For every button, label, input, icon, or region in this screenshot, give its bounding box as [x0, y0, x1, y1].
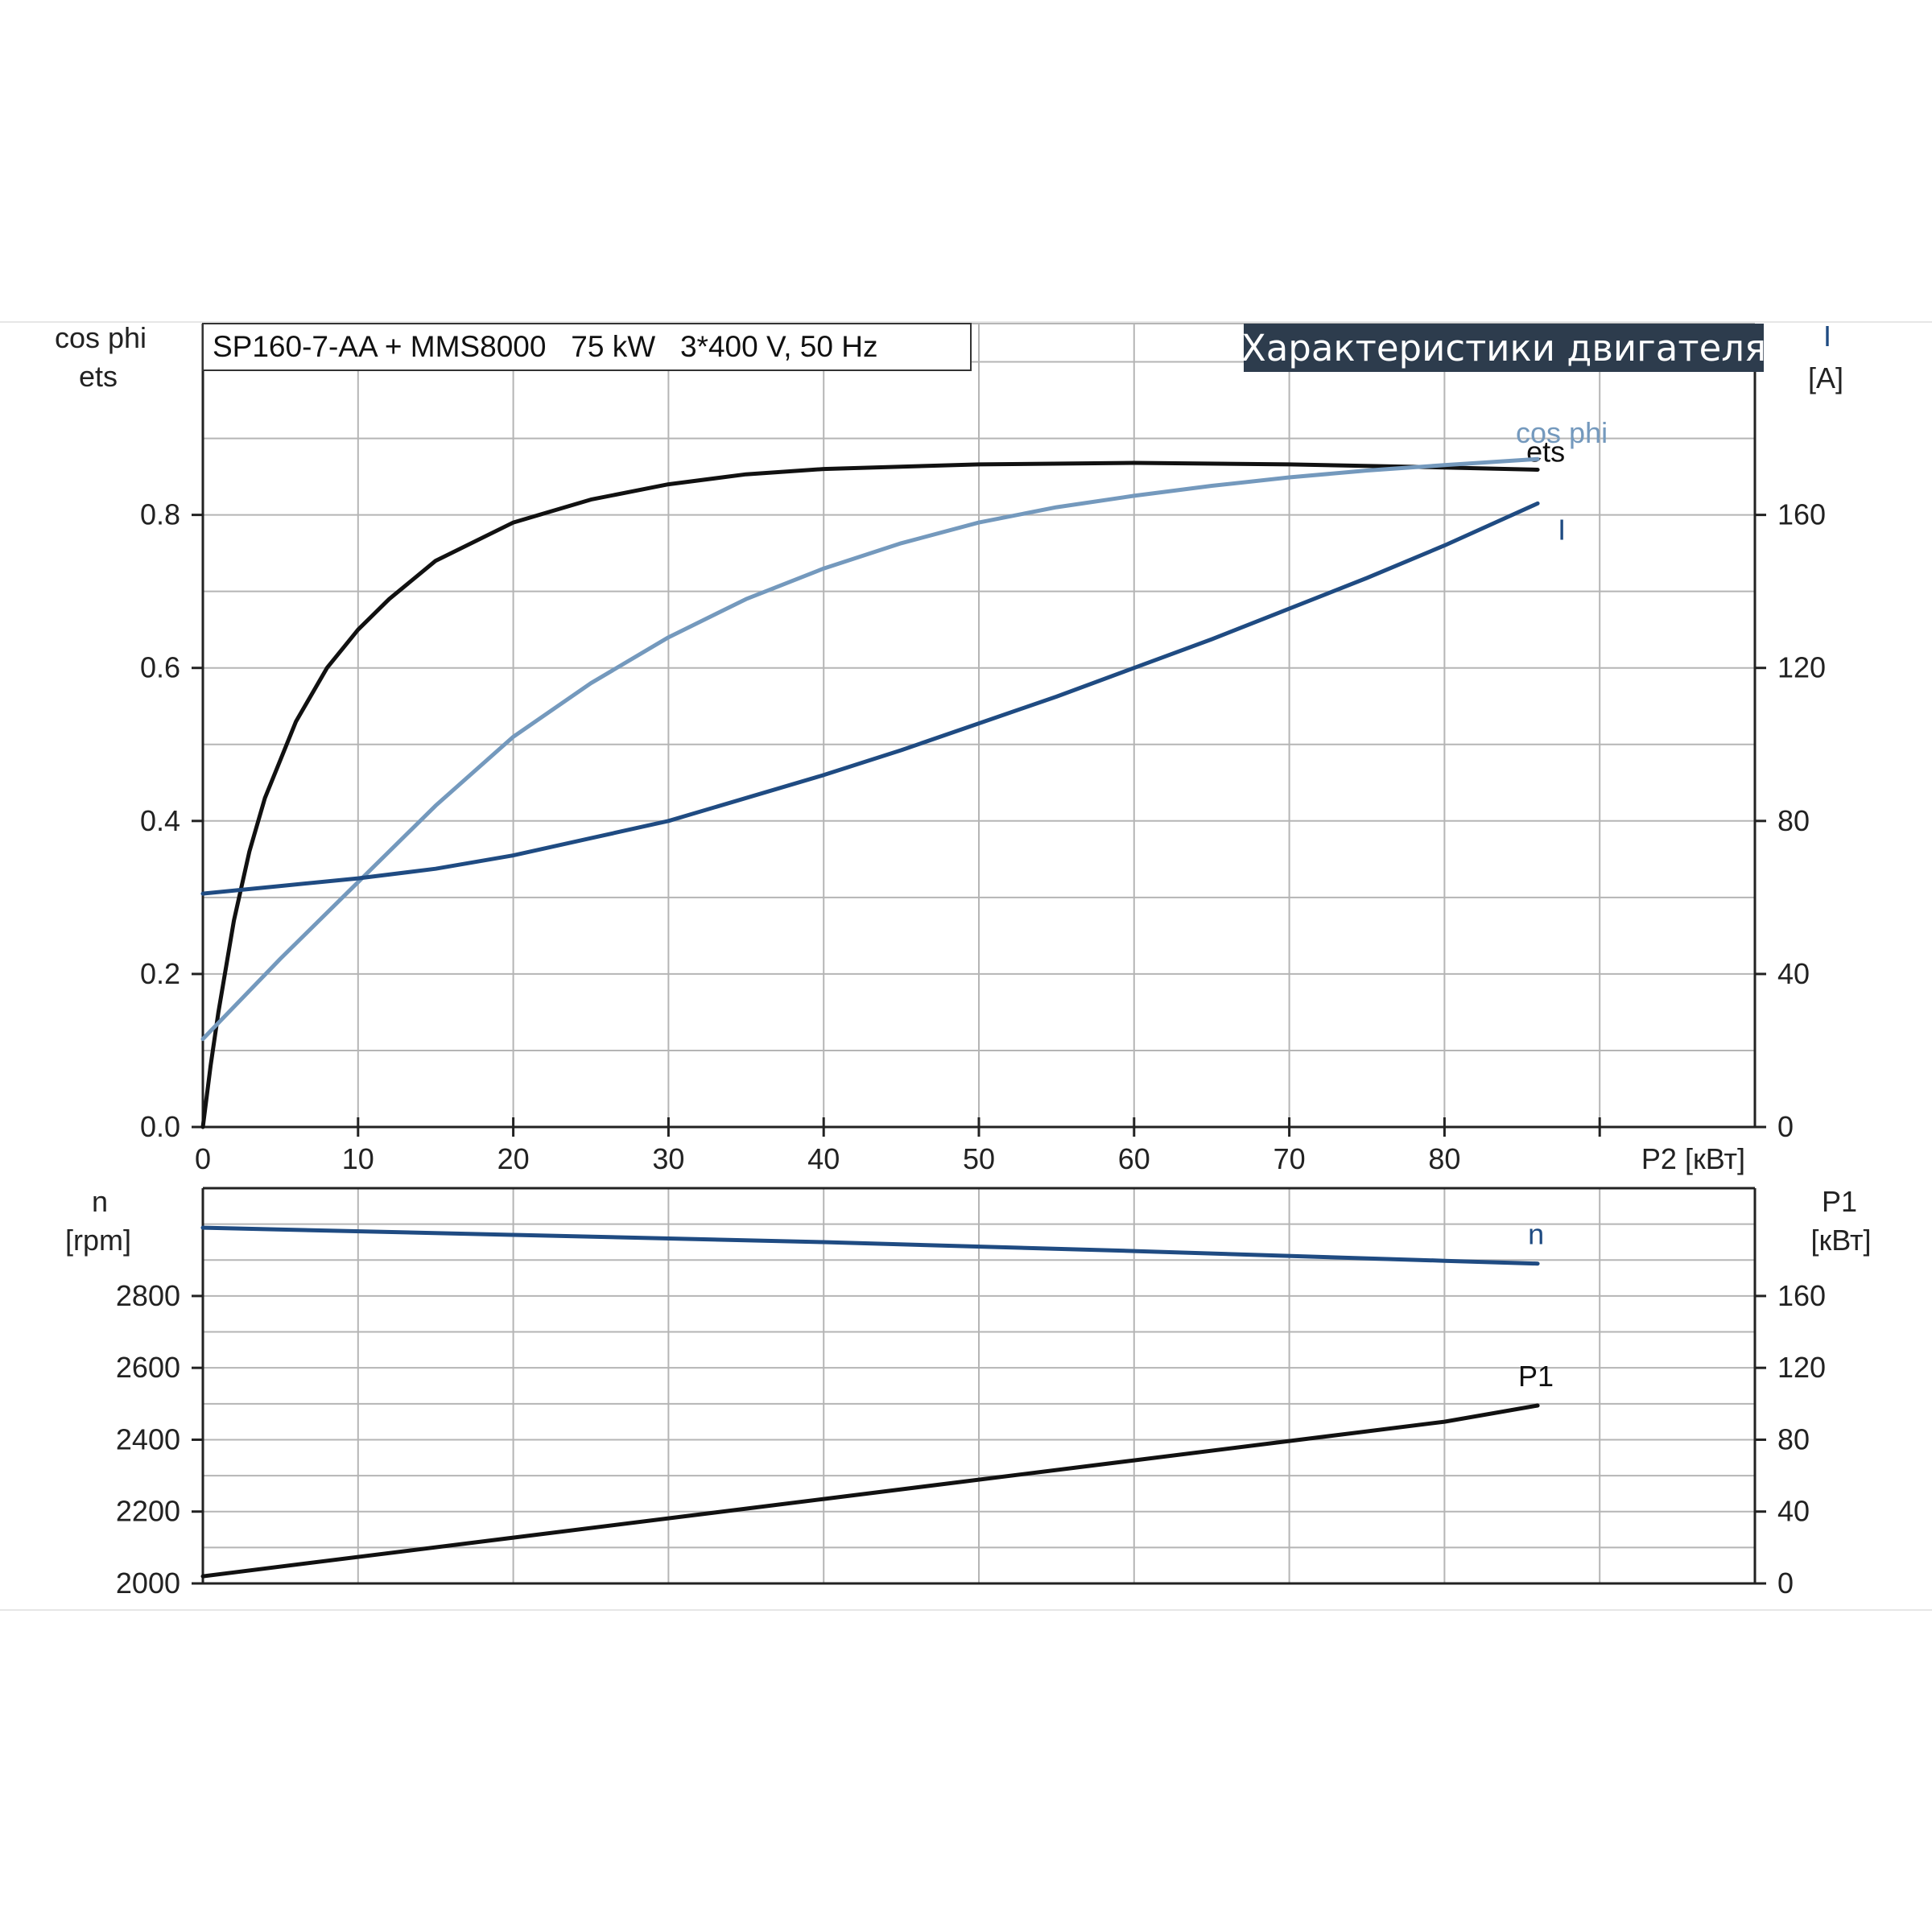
right-tick-label: 120	[1777, 651, 1826, 684]
x-axis-label: P2 [кВт]	[1641, 1142, 1745, 1175]
right-axis-label-I-unit: [A]	[1808, 361, 1843, 394]
series-line-n	[200, 1225, 1540, 1266]
left-tick-label: 2200	[116, 1495, 180, 1528]
title-badge	[1244, 324, 1764, 372]
left-tick-label: 0.6	[140, 651, 180, 684]
right-tick-label: 0	[1777, 1567, 1794, 1600]
x-tick-label: 0	[195, 1142, 211, 1175]
x-tick-label: 40	[807, 1142, 840, 1175]
x-tick-label: 70	[1274, 1142, 1306, 1175]
lower-right-axis-label-P1: P1	[1822, 1185, 1857, 1218]
x-tick-label: 10	[342, 1142, 374, 1175]
info-box-text: SP160-7-AA + MMS8000 75 kW 3*400 V, 50 H…	[213, 330, 877, 363]
right-tick-label: 40	[1777, 957, 1810, 990]
left-axis-label-ets: ets	[79, 360, 118, 393]
series-label-p1: P1	[1518, 1360, 1554, 1393]
left-tick-label: 0.2	[140, 957, 180, 990]
title-badge-text: Характеристики двигателя	[1241, 327, 1766, 369]
left-tick-label: 2000	[116, 1567, 180, 1600]
series-label-n: n	[1528, 1218, 1544, 1251]
right-axis-label-I: I	[1823, 320, 1831, 353]
right-tick-label: 80	[1777, 1422, 1810, 1455]
left-tick-label: 2800	[116, 1279, 180, 1312]
right-tick-label: 80	[1777, 804, 1810, 837]
series-line-i	[200, 501, 1540, 896]
info-box-frame	[202, 323, 972, 371]
left-tick-label: 0.4	[140, 804, 180, 837]
x-tick-label: 80	[1428, 1142, 1460, 1175]
left-tick-label: 2400	[116, 1422, 180, 1455]
series-label-i: I	[1558, 513, 1566, 546]
left-tick-label: 0.0	[140, 1110, 180, 1143]
x-tick-label: 30	[652, 1142, 684, 1175]
series-line-ets	[200, 460, 1540, 1129]
lower-right-axis-label-P1-unit: [кВт]	[1810, 1224, 1871, 1257]
right-tick-label: 0	[1777, 1110, 1794, 1143]
left-axis-label-cosphi: cos phi	[55, 321, 147, 354]
x-tick-label: 20	[497, 1142, 530, 1175]
left-tick-label: 2600	[116, 1351, 180, 1384]
series-label-ets: ets	[1526, 436, 1565, 469]
x-tick-label: 60	[1118, 1142, 1150, 1175]
series-line-p1	[200, 1403, 1540, 1579]
left-tick-label: 0.8	[140, 498, 180, 531]
series-line-cos-phi	[200, 456, 1540, 1042]
right-tick-label: 120	[1777, 1351, 1826, 1384]
lower-left-axis-label-n: n	[92, 1185, 108, 1218]
right-tick-label: 160	[1777, 1279, 1826, 1312]
x-tick-label: 50	[963, 1142, 995, 1175]
right-tick-label: 160	[1777, 498, 1826, 531]
right-tick-label: 40	[1777, 1495, 1810, 1528]
series-label-cos-phi: cos phi	[1516, 416, 1608, 449]
lower-left-axis-label-n-unit: [rpm]	[65, 1224, 131, 1257]
lower-plot: 2000 2200 2400 2600 2800 0 40 80 120 160 n P1	[116, 1187, 1826, 1600]
